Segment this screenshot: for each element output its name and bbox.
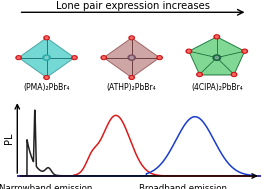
Text: PL: PL — [4, 132, 14, 143]
Text: Narrowband emission: Narrowband emission — [0, 184, 92, 189]
Circle shape — [231, 73, 237, 77]
Text: (PMA)₂PbBr₄: (PMA)₂PbBr₄ — [23, 83, 70, 92]
Polygon shape — [19, 38, 74, 77]
Circle shape — [102, 57, 105, 59]
Circle shape — [129, 76, 134, 79]
Circle shape — [232, 74, 235, 76]
Circle shape — [242, 49, 247, 53]
Circle shape — [16, 56, 21, 60]
Circle shape — [43, 55, 50, 60]
Circle shape — [243, 50, 246, 52]
Circle shape — [101, 56, 106, 60]
Circle shape — [198, 74, 201, 76]
Text: Broadband emission: Broadband emission — [139, 184, 227, 189]
Text: Lone pair expression increases: Lone pair expression increases — [56, 1, 210, 11]
Circle shape — [44, 76, 49, 79]
Circle shape — [214, 35, 219, 39]
Polygon shape — [189, 37, 245, 74]
Circle shape — [157, 56, 162, 60]
Circle shape — [72, 56, 77, 60]
Circle shape — [186, 49, 192, 53]
Circle shape — [129, 36, 134, 40]
Circle shape — [45, 77, 48, 78]
Polygon shape — [104, 38, 160, 77]
Circle shape — [130, 37, 133, 39]
Circle shape — [130, 57, 133, 59]
Text: (4ClPA)₂PbBr₄: (4ClPA)₂PbBr₄ — [191, 83, 243, 92]
Circle shape — [128, 55, 135, 60]
Circle shape — [130, 77, 133, 78]
Circle shape — [73, 57, 76, 59]
Circle shape — [215, 36, 218, 38]
Circle shape — [215, 56, 219, 59]
Circle shape — [44, 36, 49, 40]
Circle shape — [45, 37, 48, 39]
Circle shape — [188, 50, 190, 52]
Circle shape — [17, 57, 20, 59]
Circle shape — [197, 73, 202, 77]
Circle shape — [45, 57, 48, 59]
Circle shape — [158, 57, 161, 59]
Text: (ATHP)₂PbBr₄: (ATHP)₂PbBr₄ — [107, 83, 156, 92]
Circle shape — [213, 55, 221, 60]
